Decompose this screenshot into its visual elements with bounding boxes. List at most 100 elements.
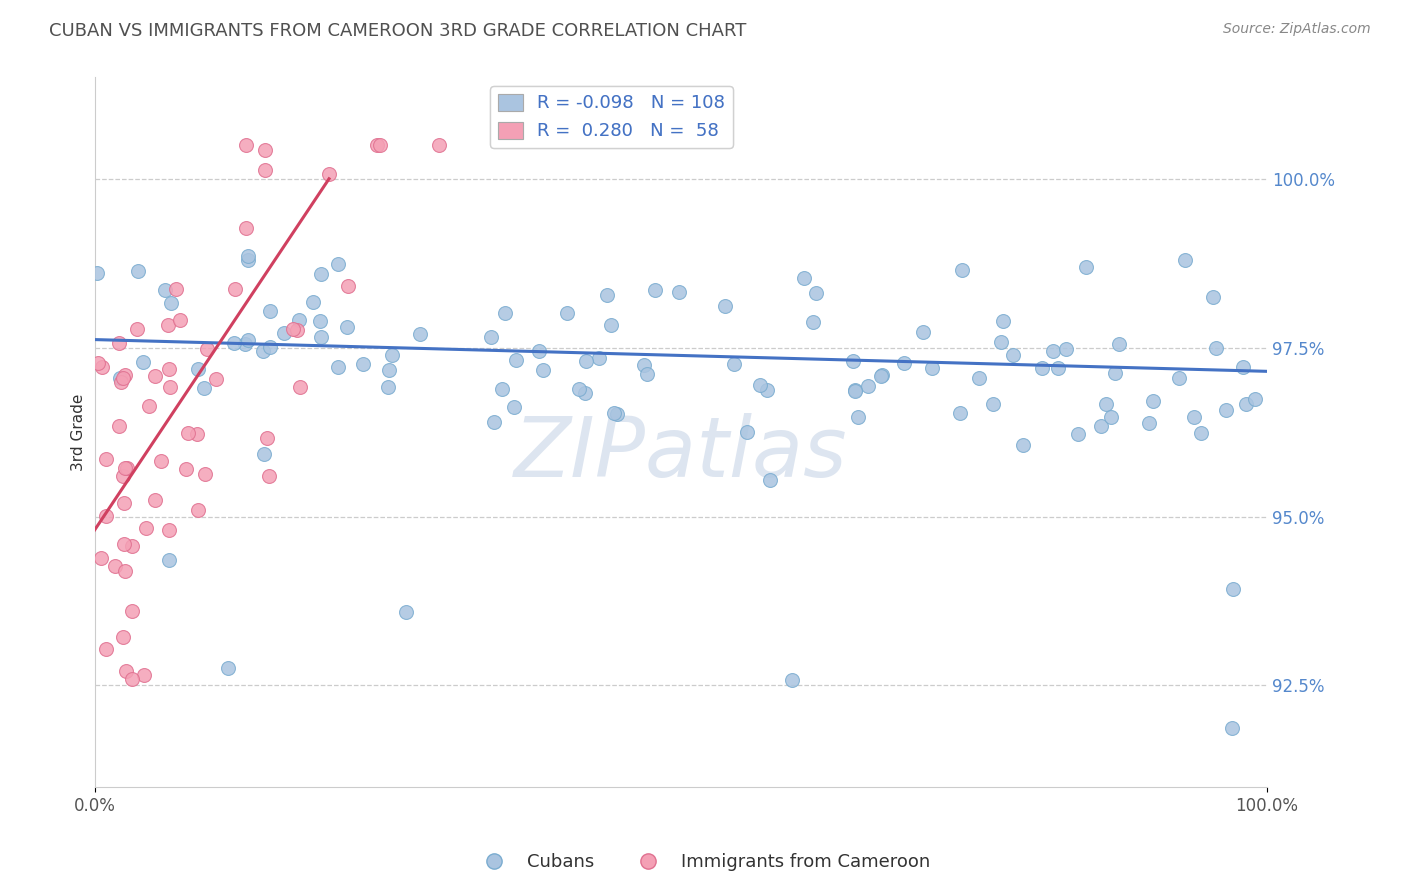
Text: CUBAN VS IMMIGRANTS FROM CAMEROON 3RD GRADE CORRELATION CHART: CUBAN VS IMMIGRANTS FROM CAMEROON 3RD GR…	[49, 22, 747, 40]
Point	[224, 282, 246, 296]
Point	[112, 496, 135, 510]
Point	[187, 361, 209, 376]
Point	[233, 337, 256, 351]
Point	[1137, 416, 1160, 430]
Point	[127, 264, 149, 278]
Point	[135, 521, 157, 535]
Point	[114, 460, 136, 475]
Point	[1202, 290, 1225, 304]
Point	[893, 356, 915, 370]
Point	[273, 326, 295, 341]
Point	[157, 553, 180, 567]
Point	[236, 249, 259, 263]
Point	[1042, 344, 1064, 359]
Point	[235, 138, 257, 153]
Point	[309, 330, 332, 344]
Point	[714, 299, 737, 313]
Point	[159, 380, 181, 394]
Point	[193, 380, 215, 394]
Point	[165, 282, 187, 296]
Point	[114, 564, 136, 578]
Point	[121, 539, 143, 553]
Point	[94, 508, 117, 523]
Point	[872, 368, 894, 383]
Point	[1012, 438, 1035, 452]
Point	[846, 409, 869, 424]
Point	[281, 322, 304, 336]
Point	[735, 425, 758, 439]
Point	[1168, 371, 1191, 385]
Point	[599, 318, 621, 332]
Point	[368, 138, 391, 153]
Point	[259, 303, 281, 318]
Point	[217, 661, 239, 675]
Y-axis label: 3rd Grade: 3rd Grade	[72, 393, 86, 471]
Point	[253, 447, 276, 461]
Point	[186, 426, 208, 441]
Point	[110, 375, 132, 389]
Point	[409, 327, 432, 342]
Point	[596, 287, 619, 301]
Point	[205, 372, 228, 386]
Point	[114, 368, 136, 382]
Point	[194, 467, 217, 482]
Point	[352, 357, 374, 371]
Point	[104, 559, 127, 574]
Point	[395, 605, 418, 619]
Point	[111, 371, 134, 385]
Point	[991, 314, 1014, 328]
Point	[606, 407, 628, 421]
Point	[482, 416, 505, 430]
Point	[1046, 361, 1069, 376]
Point	[309, 314, 332, 328]
Point	[780, 673, 803, 687]
Point	[869, 368, 891, 383]
Legend: R = -0.098   N = 108, R =  0.280   N =  58: R = -0.098 N = 108, R = 0.280 N = 58	[491, 87, 733, 147]
Point	[1232, 360, 1254, 375]
Point	[160, 295, 183, 310]
Point	[1222, 582, 1244, 596]
Point	[132, 668, 155, 682]
Point	[427, 138, 450, 153]
Point	[1002, 347, 1025, 361]
Point	[1104, 366, 1126, 380]
Text: Source: ZipAtlas.com: Source: ZipAtlas.com	[1223, 22, 1371, 37]
Point	[911, 326, 934, 340]
Point	[574, 386, 596, 401]
Point	[505, 353, 527, 368]
Point	[157, 523, 180, 537]
Point	[494, 306, 516, 320]
Point	[107, 335, 129, 350]
Point	[91, 359, 114, 374]
Point	[187, 503, 209, 517]
Point	[1031, 360, 1053, 375]
Point	[531, 362, 554, 376]
Point	[803, 315, 825, 329]
Point	[1067, 427, 1090, 442]
Point	[256, 431, 278, 445]
Point	[921, 361, 943, 376]
Point	[87, 356, 110, 370]
Point	[644, 283, 666, 297]
Point	[254, 163, 277, 178]
Point	[108, 370, 131, 384]
Legend: Cubans, Immigrants from Cameroon: Cubans, Immigrants from Cameroon	[470, 847, 936, 879]
Point	[378, 363, 401, 377]
Point	[967, 371, 990, 385]
Point	[1244, 392, 1267, 406]
Point	[90, 550, 112, 565]
Point	[156, 318, 179, 333]
Point	[1234, 397, 1257, 411]
Point	[990, 334, 1012, 349]
Point	[793, 271, 815, 285]
Point	[1094, 397, 1116, 411]
Point	[479, 330, 502, 344]
Point	[844, 384, 866, 398]
Point	[318, 167, 340, 181]
Point	[145, 493, 167, 508]
Point	[844, 384, 866, 398]
Point	[235, 221, 257, 235]
Point	[842, 354, 865, 368]
Point	[114, 537, 136, 551]
Point	[108, 419, 131, 434]
